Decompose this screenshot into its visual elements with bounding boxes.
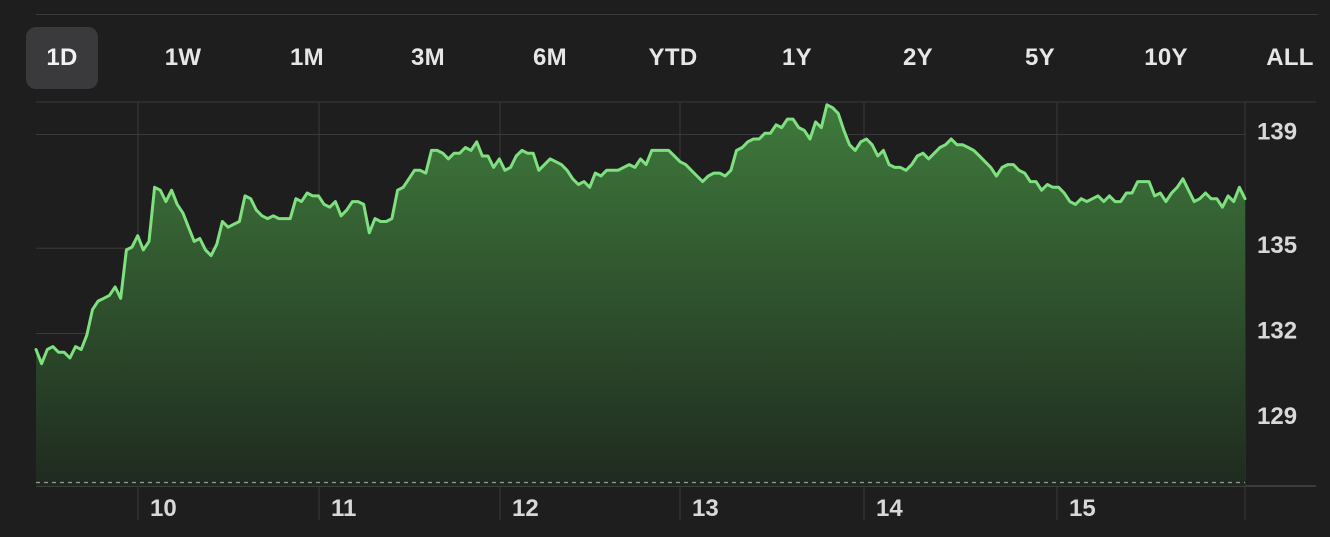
price-area-fill bbox=[36, 104, 1245, 487]
tab-1y[interactable]: 1Y bbox=[782, 44, 812, 71]
x-tick-label: 12 bbox=[512, 495, 539, 522]
y-tick-label: 132 bbox=[1257, 318, 1297, 345]
tab-ytd[interactable]: YTD bbox=[648, 44, 698, 71]
x-tick-label: 13 bbox=[692, 495, 719, 522]
x-tick-label: 11 bbox=[331, 495, 356, 522]
x-tick-label: 14 bbox=[876, 495, 903, 522]
price-line bbox=[34, 103, 1247, 366]
tab-all[interactable]: ALL bbox=[1266, 44, 1314, 71]
x-tick-label: 10 bbox=[150, 495, 177, 522]
range-tab-bar: 1D 1W 1M 3M 6M YTD 1Y 2Y 5Y 10Y ALL bbox=[26, 27, 1330, 89]
tab-2y[interactable]: 2Y bbox=[903, 44, 933, 71]
tab-6m[interactable]: 6M bbox=[533, 44, 567, 71]
tab-1w[interactable]: 1W bbox=[164, 44, 202, 71]
tab-1d[interactable]: 1D bbox=[26, 27, 98, 89]
tab-5y[interactable]: 5Y bbox=[1025, 44, 1055, 71]
y-tick-label: 139 bbox=[1257, 118, 1297, 145]
y-tick-label: 129 bbox=[1257, 403, 1297, 430]
x-tick-label: 15 bbox=[1069, 495, 1096, 522]
tab-3m[interactable]: 3M bbox=[411, 44, 445, 71]
tab-10y[interactable]: 10Y bbox=[1144, 44, 1188, 71]
top-divider bbox=[36, 14, 1318, 15]
tab-1m[interactable]: 1M bbox=[290, 44, 324, 71]
y-tick-label: 135 bbox=[1257, 232, 1297, 259]
